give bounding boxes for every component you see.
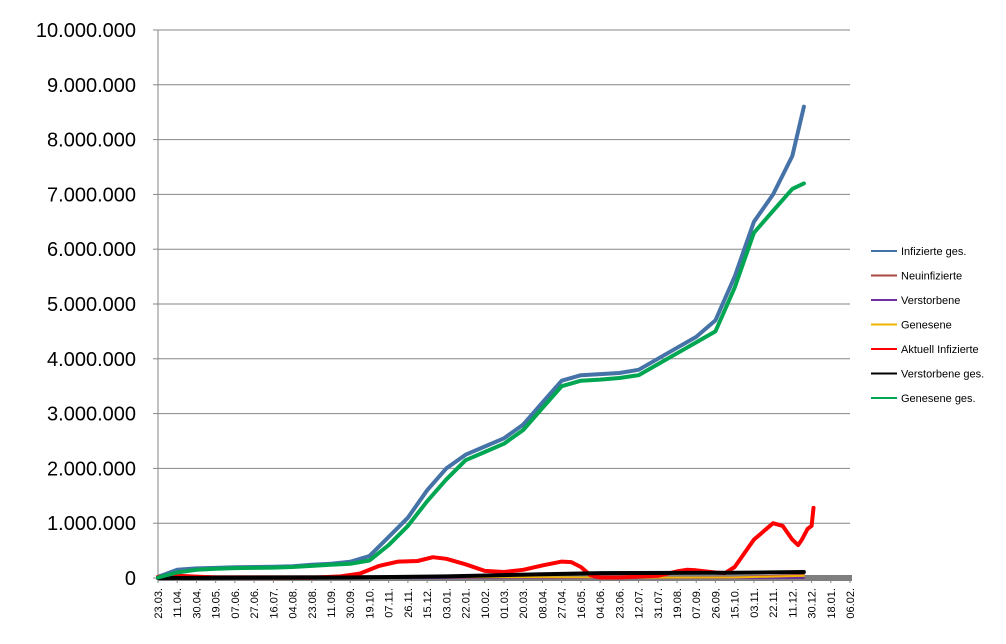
x-tick-label: 08.04. [537,588,549,619]
x-tick-label: 22.01. [461,588,473,619]
series-lines [156,104,816,580]
x-tick-label: 03.11. [749,588,761,618]
y-tick-label: 1.000.000 [47,513,136,535]
legend-label-neuinfizierte: Neuinfizierte [901,271,962,283]
x-tick-label: 19.08. [672,588,684,619]
x-tick-label: 19.05. [211,588,223,619]
series-line-infizierte-ges [156,104,806,579]
series-line-verstorbene-ges [156,570,806,580]
x-tick-label: 04.06. [595,588,607,619]
x-tick-label: 11.04. [172,588,184,618]
x-tick-label: 27.06. [249,588,261,619]
x-tick-label: 30.12. [807,588,819,619]
y-tick-label: 4.000.000 [47,349,136,371]
x-tick-label: 23.03. [153,588,165,619]
legend-label-verstorbene: Verstorbene [901,295,960,307]
y-tick-label: 3.000.000 [47,404,136,426]
y-tick-label: 5.000.000 [47,294,136,316]
x-tick-label: 10.02. [480,588,492,619]
y-tick-label: 6.000.000 [47,239,136,261]
x-tick-label: 04.08. [288,588,300,619]
x-tick-label: 26.11. [403,588,415,618]
x-tick-label: 27.04. [557,588,569,619]
x-tick-label: 07.09. [691,588,703,619]
y-tick-label: 2.000.000 [47,458,136,480]
gridlines [158,29,850,524]
x-tick-label: 15.12. [422,588,434,619]
legend-label-infizierte-ges: Infizierte ges. [901,246,966,258]
x-tick-label: 07.06. [230,588,242,619]
x-tick-label: 16.05. [576,588,588,619]
x-tick-label: 11.12. [787,588,799,618]
x-tick-label: 20.03. [518,588,530,619]
x-tick-label: 23.06. [614,588,626,619]
x-tick-label: 31.07. [653,588,665,619]
series-line-genesene-ges [156,181,806,580]
x-tick-label: 07.11. [384,588,396,618]
y-tick-label: 8.000.000 [47,130,136,152]
x-tick-label: 11.09. [326,588,338,618]
legend-label-genesene: Genesene [901,320,952,332]
axes [153,29,852,583]
x-tick-label: 19.10. [364,588,376,619]
x-tick-label: 30.09. [345,588,357,619]
x-tick-label: 12.07. [634,588,646,619]
x-tick-label: 15.10. [730,588,742,619]
x-tick-label: 03.01. [441,588,453,619]
x-tick-label: 26.09. [710,588,722,619]
x-tick-label: 22.11. [768,588,780,618]
x-tick-label: 06.02. [845,588,857,619]
legend: Infizierte ges. Neuinfizierte Verstorbene G… [871,246,984,405]
x-axis-tick-labels: 23.03. 11.04. 30.04. 19.05. 07.06. 27.06. 16.0… [153,588,857,619]
legend-label-aktuell-infizierte: Aktuell Infizierte [901,344,979,356]
x-tick-label: 18.01. [826,588,838,619]
legend-label-genesene-ges: Genesene ges. [901,393,976,405]
y-axis-tick-labels: 0 1.000.000 2.000.000 3.000.000 4.000.000 5.0… [36,20,136,590]
y-tick-label: 7.000.000 [47,184,136,206]
legend-label-verstorbene-ges: Verstorbene ges. [901,369,984,381]
y-tick-label: 10.000.000 [36,20,136,42]
x-tick-label: 16.07. [268,588,280,619]
series-line-aktuell-infizierte [156,505,816,580]
y-tick-label: 9.000.000 [47,75,136,97]
x-tick-label: 30.04. [191,588,203,619]
x-tick-label: 01.03. [499,588,511,619]
y-tick-label: 0 [125,568,136,590]
x-tick-label: 23.08. [307,588,319,619]
